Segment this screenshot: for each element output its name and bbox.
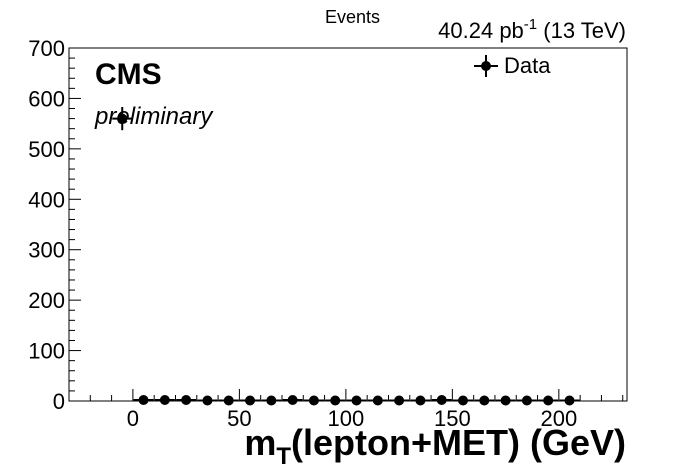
x-axis-ticks: 0 50 100 150 200 [89,389,624,431]
data-point-marker [117,113,128,124]
data-point-marker [287,394,298,405]
data-point-marker [458,395,469,406]
data-point-marker [415,395,426,406]
y-axis-ticks: 0 100 200 300 400 500 600 700 [28,36,81,414]
y-tick-label: 400 [28,187,65,212]
data-point-marker [159,394,170,405]
data-point [431,394,452,405]
data-point-marker [202,395,213,406]
legend-marker-dot [481,61,491,71]
y-axis-label: Events [325,7,380,27]
data-point-marker [245,395,256,406]
y-tick-label: 100 [28,339,65,364]
plot-frame [68,47,628,402]
legend-entry-label: Data [504,53,551,78]
x-axis-label: mT(lepton+MET) (GeV) [244,422,626,470]
plot-area-border [68,47,628,402]
data-point-marker [479,395,490,406]
lumi-energy: (13 TeV) [537,18,626,43]
data-point-marker [564,395,575,406]
data-point [453,395,474,406]
data-point [112,107,133,131]
data-point [218,395,239,406]
data-point [495,395,516,406]
data-point-marker [266,395,277,406]
preliminary-label: preliminary [94,103,214,130]
lumi-value: 40.24 pb [438,18,524,43]
data-point [240,395,261,406]
data-point [389,395,410,406]
data-point-marker [372,395,383,406]
data-point-marker [351,395,362,406]
y-tick-label: 700 [28,36,65,61]
data-point-marker [436,394,447,405]
data-point [261,395,282,406]
data-point [154,394,175,405]
lumi-exponent: -1 [524,16,537,33]
y-tick-label: 500 [28,137,65,162]
data-points [112,107,580,406]
data-point-marker [223,395,234,406]
data-point-marker [500,395,511,406]
data-point [197,395,218,406]
y-tick-label: 300 [28,238,65,263]
data-point-marker [394,395,405,406]
data-point [346,395,367,406]
data-point-marker [138,394,149,405]
data-point [410,395,431,406]
data-point [282,394,303,405]
x-tick-label: 100 [328,406,365,431]
data-point-marker [308,395,319,406]
y-tick-label: 0 [53,389,65,414]
data-point [516,395,537,406]
data-point [325,395,346,406]
x-axis-label-sub: T [276,443,291,470]
x-axis-label-rest: (lepton+MET) (GeV) [291,422,626,463]
y-tick-label: 600 [28,86,65,111]
data-point-marker [330,395,341,406]
data-point-marker [181,394,192,405]
data-point [303,395,324,406]
data-point-marker [543,395,554,406]
cms-label: CMS [95,58,162,91]
data-point [538,395,559,406]
data-point [559,395,580,406]
y-tick-label: 200 [28,288,65,313]
data-point [176,394,197,405]
legend: Data [474,53,551,78]
x-tick-label: 150 [434,406,471,431]
data-point [474,395,495,406]
x-tick-label: 50 [227,406,251,431]
x-tick-label: 0 [127,406,139,431]
x-tick-label: 200 [540,406,577,431]
data-point [133,394,154,405]
lumi-label: 40.24 pb-1 (13 TeV) [438,16,626,43]
x-axis-label-main: m [244,422,276,463]
data-point [367,395,388,406]
data-point-marker [521,395,532,406]
